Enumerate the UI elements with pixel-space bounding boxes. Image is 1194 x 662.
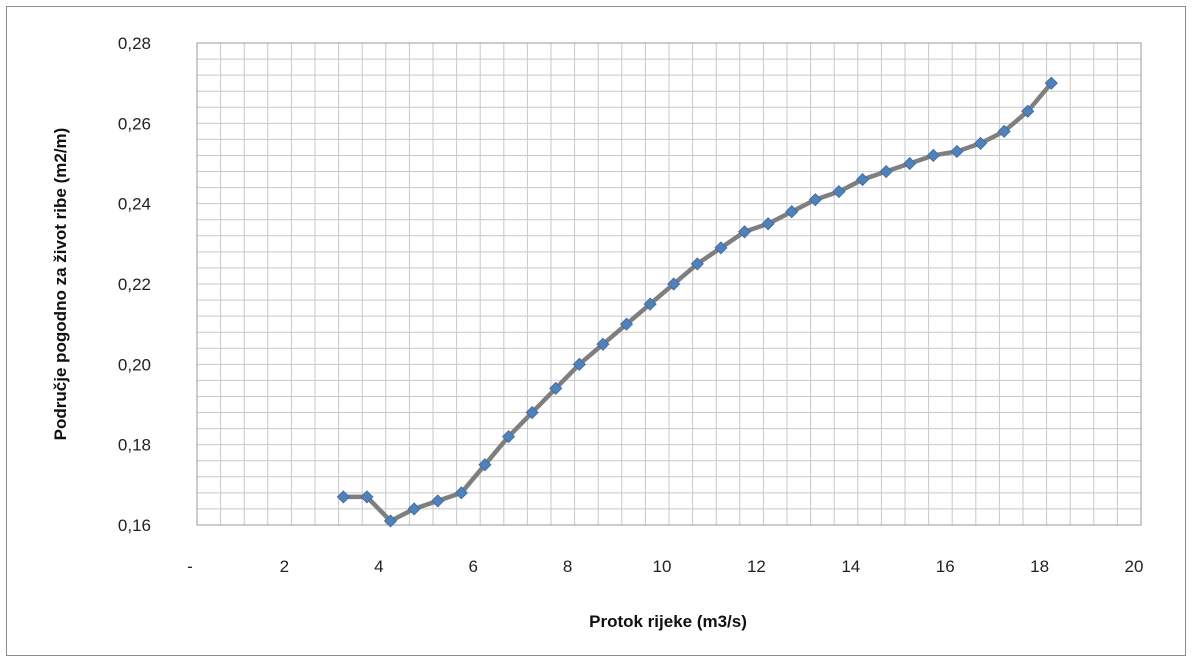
series-group xyxy=(336,76,1058,528)
y-tick-label: 0,28 xyxy=(118,34,151,53)
data-point-marker xyxy=(690,257,704,271)
data-point-marker xyxy=(879,164,893,179)
data-point-marker xyxy=(336,490,350,504)
y-axis-title: Područje pogodno za život ribe (m2/m) xyxy=(51,128,70,441)
data-point-marker xyxy=(737,225,752,239)
x-tick-label: 8 xyxy=(563,557,572,576)
data-point-marker xyxy=(832,185,846,199)
data-point-marker xyxy=(761,217,775,231)
data-point-marker xyxy=(572,357,586,371)
data-point-marker xyxy=(903,156,917,171)
plot-area-border xyxy=(196,42,1142,526)
x-tick-label: - xyxy=(187,557,193,576)
data-point-marker xyxy=(667,277,681,291)
x-tick-label: 18 xyxy=(1030,557,1049,576)
data-point-marker xyxy=(643,297,657,311)
y-tick-label: 0,16 xyxy=(118,516,151,535)
x-tick-label: 2 xyxy=(280,557,289,576)
data-point-marker xyxy=(785,205,799,219)
data-point-marker xyxy=(950,144,964,159)
data-point-marker xyxy=(383,514,398,528)
y-tick-label: 0,22 xyxy=(118,275,151,294)
data-point-marker xyxy=(1021,104,1035,118)
grid-lines xyxy=(196,42,1142,526)
data-point-marker xyxy=(973,136,988,150)
y-tick-label: 0,18 xyxy=(118,436,151,455)
chart-frame xyxy=(6,6,1186,656)
data-point-marker xyxy=(549,381,563,395)
data-point-marker xyxy=(501,430,516,444)
data-point-marker xyxy=(855,173,870,187)
data-point-marker xyxy=(714,241,728,255)
data-point-marker xyxy=(360,490,374,504)
x-tick-label: 16 xyxy=(936,557,955,576)
x-tick-label: 4 xyxy=(374,557,383,576)
data-point-marker xyxy=(619,317,634,331)
y-tick-label: 0,26 xyxy=(118,114,151,133)
data-point-marker xyxy=(926,148,940,163)
data-point-marker xyxy=(596,337,610,351)
y-axis-ticks: 0,16 0,18 0,20 0,22 0,24 0,26 0,28 xyxy=(118,34,151,535)
data-point-marker xyxy=(407,502,421,516)
data-point-marker xyxy=(997,124,1011,138)
x-tick-label: 12 xyxy=(747,557,766,576)
data-point-marker xyxy=(431,494,445,508)
x-axis-title: Protok rijeke (m3/s) xyxy=(589,612,747,631)
data-point-marker xyxy=(808,193,822,207)
x-tick-label: 6 xyxy=(468,557,477,576)
x-tick-label: 14 xyxy=(841,557,860,576)
y-tick-label: 0,20 xyxy=(118,355,151,374)
y-tick-label: 0,24 xyxy=(118,195,151,214)
x-tick-label: 10 xyxy=(653,557,672,576)
series-line xyxy=(341,80,1054,524)
x-axis-ticks: - 2 4 6 8 10 12 14 16 18 20 xyxy=(187,557,1143,576)
data-point-marker xyxy=(525,405,539,420)
x-tick-label: 20 xyxy=(1125,557,1144,576)
data-point-marker xyxy=(454,486,468,500)
data-point-marker xyxy=(1044,76,1058,90)
data-point-marker xyxy=(478,458,492,472)
